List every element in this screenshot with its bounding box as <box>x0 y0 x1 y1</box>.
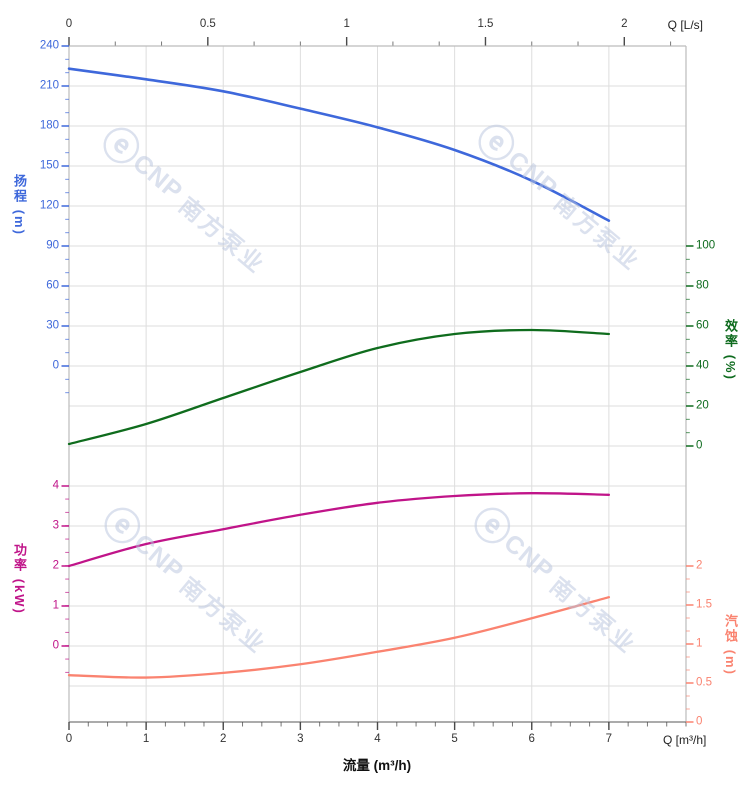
npsh-axis-tick-label: 0 <box>696 715 703 728</box>
head-axis-tick-label: 180 <box>39 119 59 132</box>
efficiency-axis-unit: (%) <box>723 354 738 381</box>
top-axis-tick-label: 1 <box>343 18 350 30</box>
top-axis-tick-label: 2 <box>621 18 628 30</box>
power-axis-tick-label: 0 <box>52 639 59 652</box>
npsh-axis-title-text: 汽蚀 <box>723 614 738 645</box>
efficiency-axis-tick-label: 100 <box>696 239 716 252</box>
top-axis-tick-label: 0 <box>65 18 73 30</box>
head-axis-unit: (m) <box>12 209 27 236</box>
bottom-axis-tick-label: 6 <box>528 733 535 745</box>
efficiency-curve <box>67 328 611 446</box>
power-axis-tick-label: 4 <box>52 479 59 492</box>
head-axis-tick-label: 150 <box>39 159 59 172</box>
power-axis-title-text: 功率 <box>12 543 27 574</box>
head-axis-title: 扬程 (m) <box>10 174 29 236</box>
bottom-axis-tick-label: 1 <box>142 733 150 745</box>
bottom-axis-tick-label: 2 <box>220 733 227 745</box>
head-axis-tick-label: 30 <box>46 319 59 332</box>
efficiency-axis-tick-label: 0 <box>696 439 703 452</box>
bottom-axis-tick-label: 3 <box>297 733 304 745</box>
bottom-axis-tick-label: 5 <box>451 733 458 745</box>
efficiency-axis-title-text: 效率 <box>723 319 738 350</box>
head-axis-tick-label: 90 <box>46 239 59 252</box>
npsh-axis-title: 汽蚀 (m) <box>721 614 740 676</box>
efficiency-axis-tick-label: 20 <box>696 399 709 412</box>
top-axis-tick-label: 1.5 <box>477 18 494 30</box>
efficiency-axis-title: 效率 (%) <box>721 319 740 381</box>
head-axis-tick-label: 0 <box>52 359 59 372</box>
npsh-axis-tick-label: 1 <box>696 637 703 650</box>
power-axis-unit: (kW) <box>12 578 27 615</box>
bottom-axis-tick-label: 0 <box>65 733 73 745</box>
bottom-axis-tick-label: 4 <box>374 733 381 745</box>
power-axis-tick-label: 3 <box>52 519 59 532</box>
bottom-axis-tick-label: 7 <box>605 733 613 745</box>
npsh-axis-tick-label: 2 <box>696 559 703 572</box>
bottom-axis-unit-label: Q [m³/h] <box>663 733 707 747</box>
head-axis-tick-label: 60 <box>46 279 59 292</box>
top-axis-tick-label: 0.5 <box>199 18 216 30</box>
head-curve <box>67 67 611 222</box>
npsh-curve <box>67 596 611 679</box>
npsh-axis-tick-label: 0.5 <box>696 676 712 689</box>
head-axis-tick-label: 120 <box>39 199 59 212</box>
head-axis-title-text: 扬程 <box>12 174 27 205</box>
efficiency-axis-tick-label: 80 <box>696 279 709 292</box>
power-axis-tick-label: 2 <box>52 559 59 572</box>
head-axis-tick-label: 210 <box>39 79 59 92</box>
power-axis-title: 功率 (kW) <box>10 543 29 615</box>
efficiency-axis-tick-label: 60 <box>696 319 709 332</box>
top-axis-unit-label: Q [L/s] <box>667 18 703 32</box>
head-axis-tick-label: 240 <box>39 39 59 52</box>
x-axis-title: 流量 (m³/h) <box>342 758 412 773</box>
power-curve <box>67 492 611 568</box>
npsh-axis-unit: (m) <box>723 649 738 676</box>
power-axis-tick-label: 1 <box>52 599 59 612</box>
npsh-axis-tick-label: 1.5 <box>696 598 712 611</box>
efficiency-axis-tick-label: 40 <box>696 359 709 372</box>
